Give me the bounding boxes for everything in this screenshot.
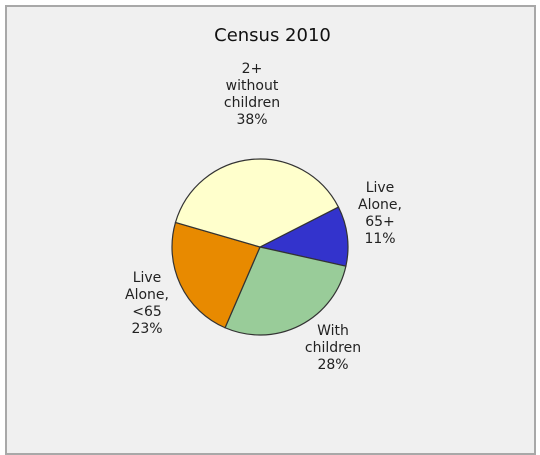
slice-label: Live Alone, 65+ 11% [358, 180, 402, 247]
slice-label: With children 28% [305, 323, 361, 373]
pie-chart: Live Alone, 65+ 11% With children 28% Live Alone… [125, 61, 402, 373]
slice-label: 2+ without children 38% [224, 61, 280, 128]
pie-slice [171, 221, 261, 329]
pie-slice [224, 246, 347, 336]
pie-slice [174, 158, 340, 248]
slice-label: Live Alone, <65 23% [125, 270, 169, 337]
chart-title: Census 2010 [214, 25, 331, 46]
